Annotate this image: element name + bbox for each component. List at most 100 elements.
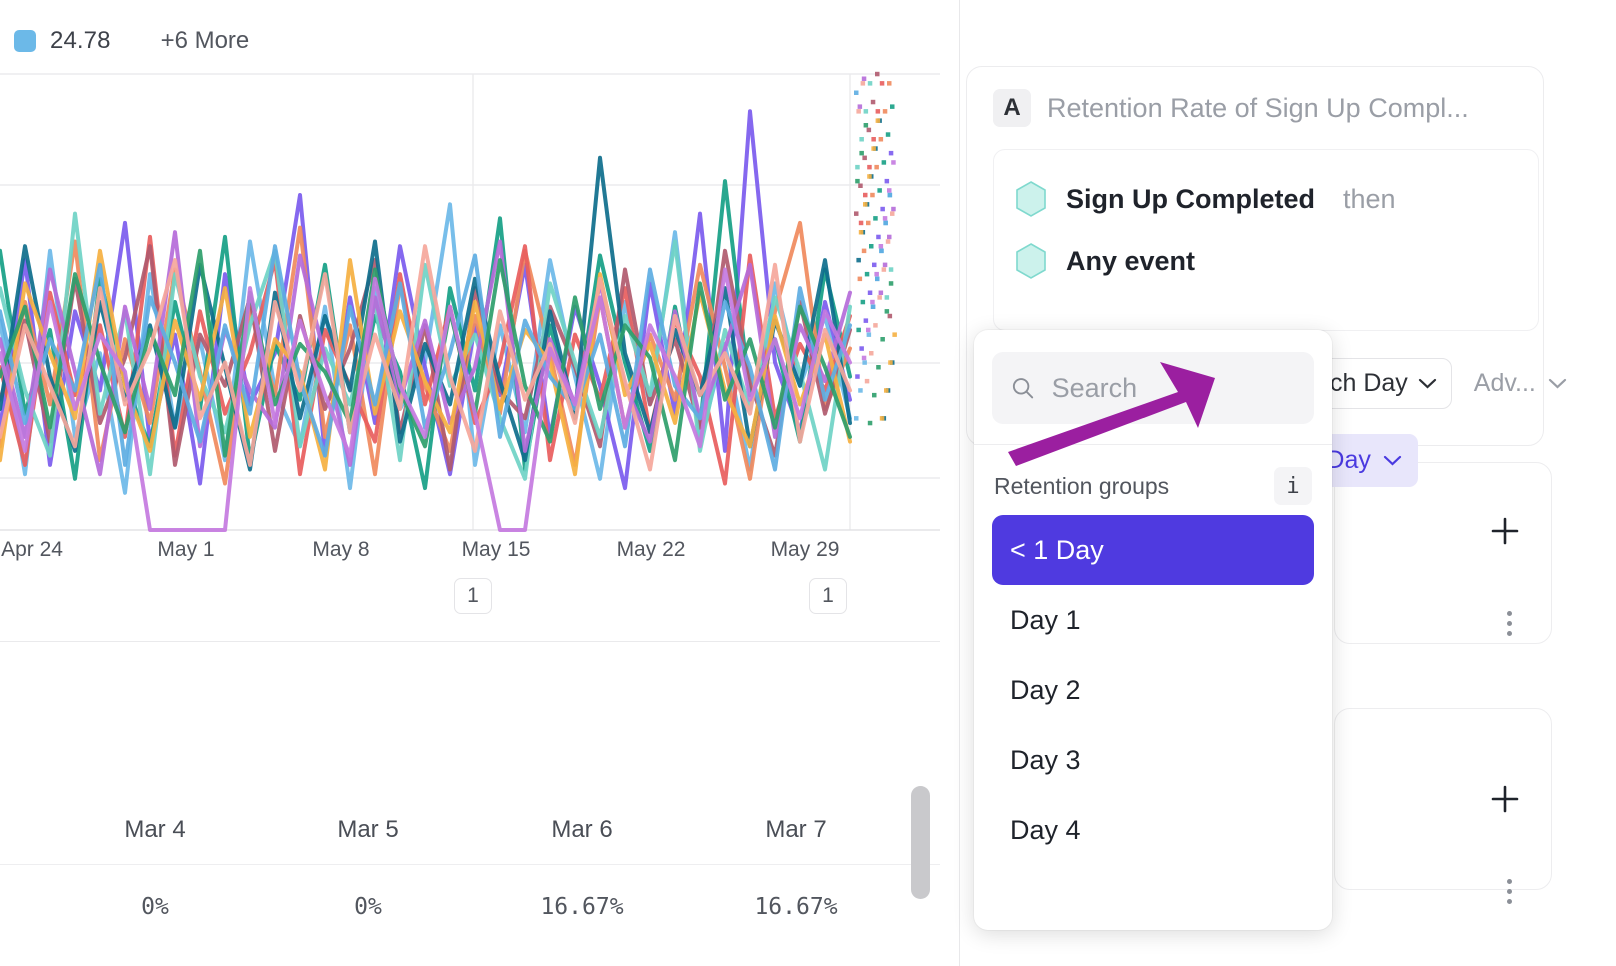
table-cell: 16.67% — [540, 894, 624, 920]
chart-data-point — [876, 234, 881, 240]
chart-data-point — [857, 276, 863, 282]
table-header-separator — [0, 864, 940, 865]
chart-series-dots — [855, 123, 894, 426]
chart-data-point — [874, 164, 879, 170]
chart-data-point — [867, 174, 872, 179]
chart-data-point — [877, 188, 882, 193]
chart-data-point — [861, 76, 867, 81]
chart-data-point — [863, 202, 868, 207]
event-row-1[interactable]: Any event — [1014, 242, 1195, 280]
search-icon — [1012, 378, 1034, 399]
kebab-dot — [1506, 888, 1512, 894]
panel-divider-line — [0, 641, 940, 642]
chart-data-point — [883, 220, 888, 226]
chart-data-point — [861, 248, 867, 254]
query-title-row[interactable]: A Retention Rate of Sign Up Compl... — [993, 89, 1469, 127]
chart-series-line — [0, 211, 852, 481]
hexagon-icon — [1016, 181, 1046, 217]
chart-series-dots — [855, 81, 894, 300]
dropdown-item-day-2[interactable]: Day 2 — [992, 655, 1314, 725]
card-menu-2[interactable] — [1496, 874, 1522, 908]
chevron-down-icon — [1418, 378, 1436, 389]
chart-data-point — [885, 132, 891, 137]
chart-data-point — [870, 299, 875, 305]
chart-data-point — [867, 164, 872, 170]
chart-data-point — [882, 262, 888, 268]
dropdown-item-day-3[interactable]: Day 3 — [992, 725, 1314, 795]
dropdown-item-list: < 1 Day Day 1 Day 2 Day 3 Day 4 — [974, 515, 1332, 865]
dropdown-item-label: Day 1 — [1010, 604, 1081, 635]
chart-series-dots — [858, 81, 885, 226]
dropdown-item-1-day[interactable]: < 1 Day — [992, 515, 1314, 585]
chart-data-point — [869, 244, 874, 249]
chart-data-point — [884, 295, 890, 300]
dropdown-search-wrapper[interactable] — [992, 352, 1314, 424]
chart-data-point — [866, 332, 872, 337]
chart-x-axis: Apr 24 May 1 May 8 May 15 May 22 May 29 — [0, 538, 940, 572]
event-row-0[interactable]: Sign Up Completed then — [1014, 180, 1396, 218]
chart-data-point — [882, 216, 888, 221]
chart-data-point — [856, 109, 861, 114]
table-column-header: Mar 5 — [337, 816, 399, 843]
dropdown-section-label: Retention groups — [994, 472, 1170, 499]
query-letter-badge: A — [993, 89, 1031, 127]
x-axis-tick-label: Apr 24 — [1, 538, 63, 561]
add-card-button-2[interactable] — [1488, 782, 1522, 816]
chart-data-point — [854, 416, 859, 421]
chart-data-point — [873, 216, 878, 221]
dropdown-item-label: Day 3 — [1010, 744, 1081, 775]
dropdown-item-day-1[interactable]: Day 1 — [992, 585, 1314, 655]
chart-data-point — [871, 137, 876, 142]
chart-data-point — [878, 137, 884, 142]
chart-series-dots — [856, 118, 895, 421]
control-label: Adv... — [1473, 369, 1536, 397]
event-suffix-0: then — [1343, 183, 1396, 214]
legend-more-button[interactable]: +6 More — [160, 27, 250, 54]
chart-data-point — [872, 392, 877, 398]
chart-data-point — [859, 150, 864, 156]
chart-data-point — [875, 109, 881, 114]
chart-data-point — [870, 304, 876, 309]
table-cell: 16.67% — [754, 894, 838, 920]
chart-data-point — [879, 416, 885, 421]
chart-series-dots — [856, 81, 895, 384]
info-icon[interactable]: i — [1274, 467, 1312, 505]
chart-data-point — [875, 71, 880, 77]
x-axis-tick-badge[interactable]: 1 — [809, 578, 847, 614]
chart-series-line — [0, 267, 852, 532]
chart-data-point — [892, 332, 897, 337]
x-axis-tick-badge[interactable]: 1 — [454, 578, 492, 614]
chart-series-line — [0, 220, 852, 486]
chart-data-point — [860, 81, 866, 86]
side-card-1[interactable] — [1334, 462, 1552, 644]
chart-data-point — [880, 206, 885, 212]
search-input[interactable] — [1051, 372, 1296, 404]
control-advanced-dropdown[interactable]: Adv... — [1464, 361, 1577, 406]
chart-data-point — [881, 267, 887, 272]
dropdown-item-day-4[interactable]: Day 4 — [992, 795, 1314, 865]
chart-data-point — [858, 183, 863, 188]
query-title-input[interactable]: Retention Rate of Sign Up Compl... — [1047, 92, 1469, 123]
chart-data-point — [863, 123, 869, 128]
line-chart[interactable] — [0, 68, 940, 533]
chart-data-point — [890, 211, 895, 216]
kebab-dot — [1506, 630, 1512, 636]
chart-data-point — [873, 323, 878, 328]
add-card-button-1[interactable] — [1488, 514, 1522, 548]
chart-data-point — [871, 146, 876, 151]
chart-data-point — [862, 360, 867, 365]
chart-data-point — [858, 220, 864, 226]
chart-data-point — [854, 90, 859, 95]
chart-data-point — [856, 257, 861, 263]
chevron-down-icon — [1383, 455, 1401, 466]
x-axis-tick-label: May 15 — [461, 538, 531, 561]
card-menu-1[interactable] — [1496, 606, 1522, 640]
x-axis-tick-label: May 22 — [616, 538, 686, 561]
event-label-0: Sign Up Completed — [1066, 183, 1315, 214]
x-axis-tick-label: May 1 — [157, 538, 215, 561]
chart-data-point — [863, 109, 869, 114]
vertical-scrollbar-thumb[interactable] — [911, 786, 930, 899]
chart-data-point — [888, 281, 894, 286]
chart-data-point — [876, 365, 881, 370]
chart-data-point — [884, 309, 890, 314]
